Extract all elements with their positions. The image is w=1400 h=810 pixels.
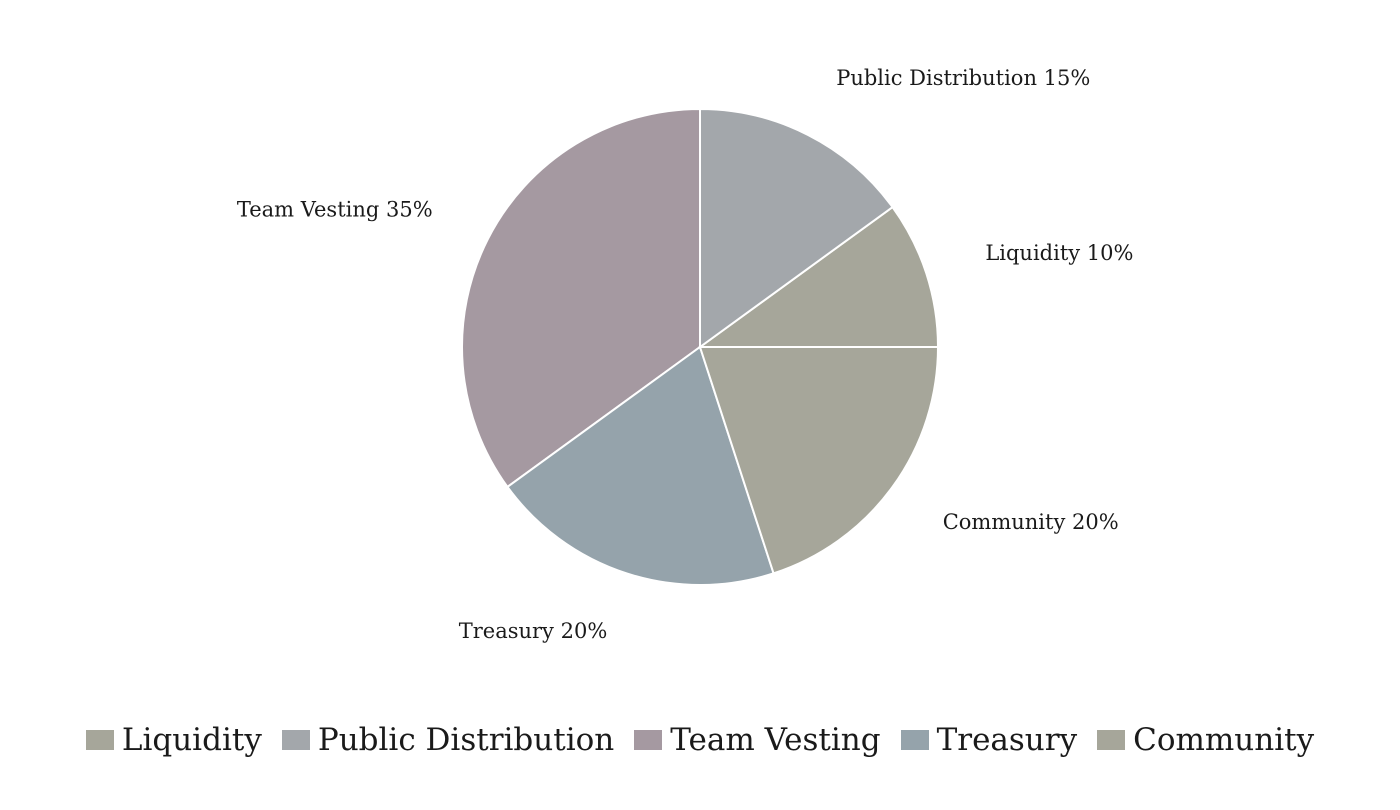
slice-label-team-vesting: Team Vesting 35% [237, 197, 433, 221]
legend-item-community: Community [1097, 722, 1314, 758]
legend-swatch [85, 730, 114, 750]
slice-label-community: Community 20% [943, 510, 1119, 534]
pie-chart-plot: Liquidity 10% Public Distribution 15% Team… [237, 66, 1134, 643]
legend-label: Public Distribution [317, 722, 615, 758]
pie-slice-team-vesting [461, 107, 701, 489]
legend-item-team-vesting: Team Vesting [634, 722, 881, 758]
legend-swatch [281, 730, 310, 750]
legend-label: Liquidity [121, 722, 262, 758]
slice-label-liquidity: Liquidity 10% [985, 241, 1133, 265]
slice-label-public-distribution: Public Distribution 15% [836, 66, 1090, 90]
legend-label: Treasury [936, 722, 1078, 758]
pie-slice-community [698, 346, 940, 575]
legend-label: Team Vesting [670, 722, 881, 758]
chart-legend: Liquidity Public Distribution Team Vesting… [0, 712, 1400, 768]
legend-item-treasury: Treasury [900, 722, 1078, 758]
pie-labels: Liquidity 10% Public Distribution 15% Team… [237, 66, 1134, 643]
legend-item-public-distribution: Public Distribution [281, 722, 615, 758]
legend-label: Community [1133, 722, 1315, 758]
pie-slice-liquidity [696, 205, 940, 348]
pie-slice-treasury [506, 345, 775, 586]
legend-swatch [1097, 730, 1126, 750]
slice-label-treasury: Treasury 20% [459, 619, 608, 643]
legend-item-liquidity: Liquidity [85, 722, 262, 758]
pie-slice-public-distribution [699, 107, 894, 349]
pie-slices [461, 107, 940, 586]
legend-swatch [900, 730, 929, 750]
legend-swatch [634, 730, 663, 750]
